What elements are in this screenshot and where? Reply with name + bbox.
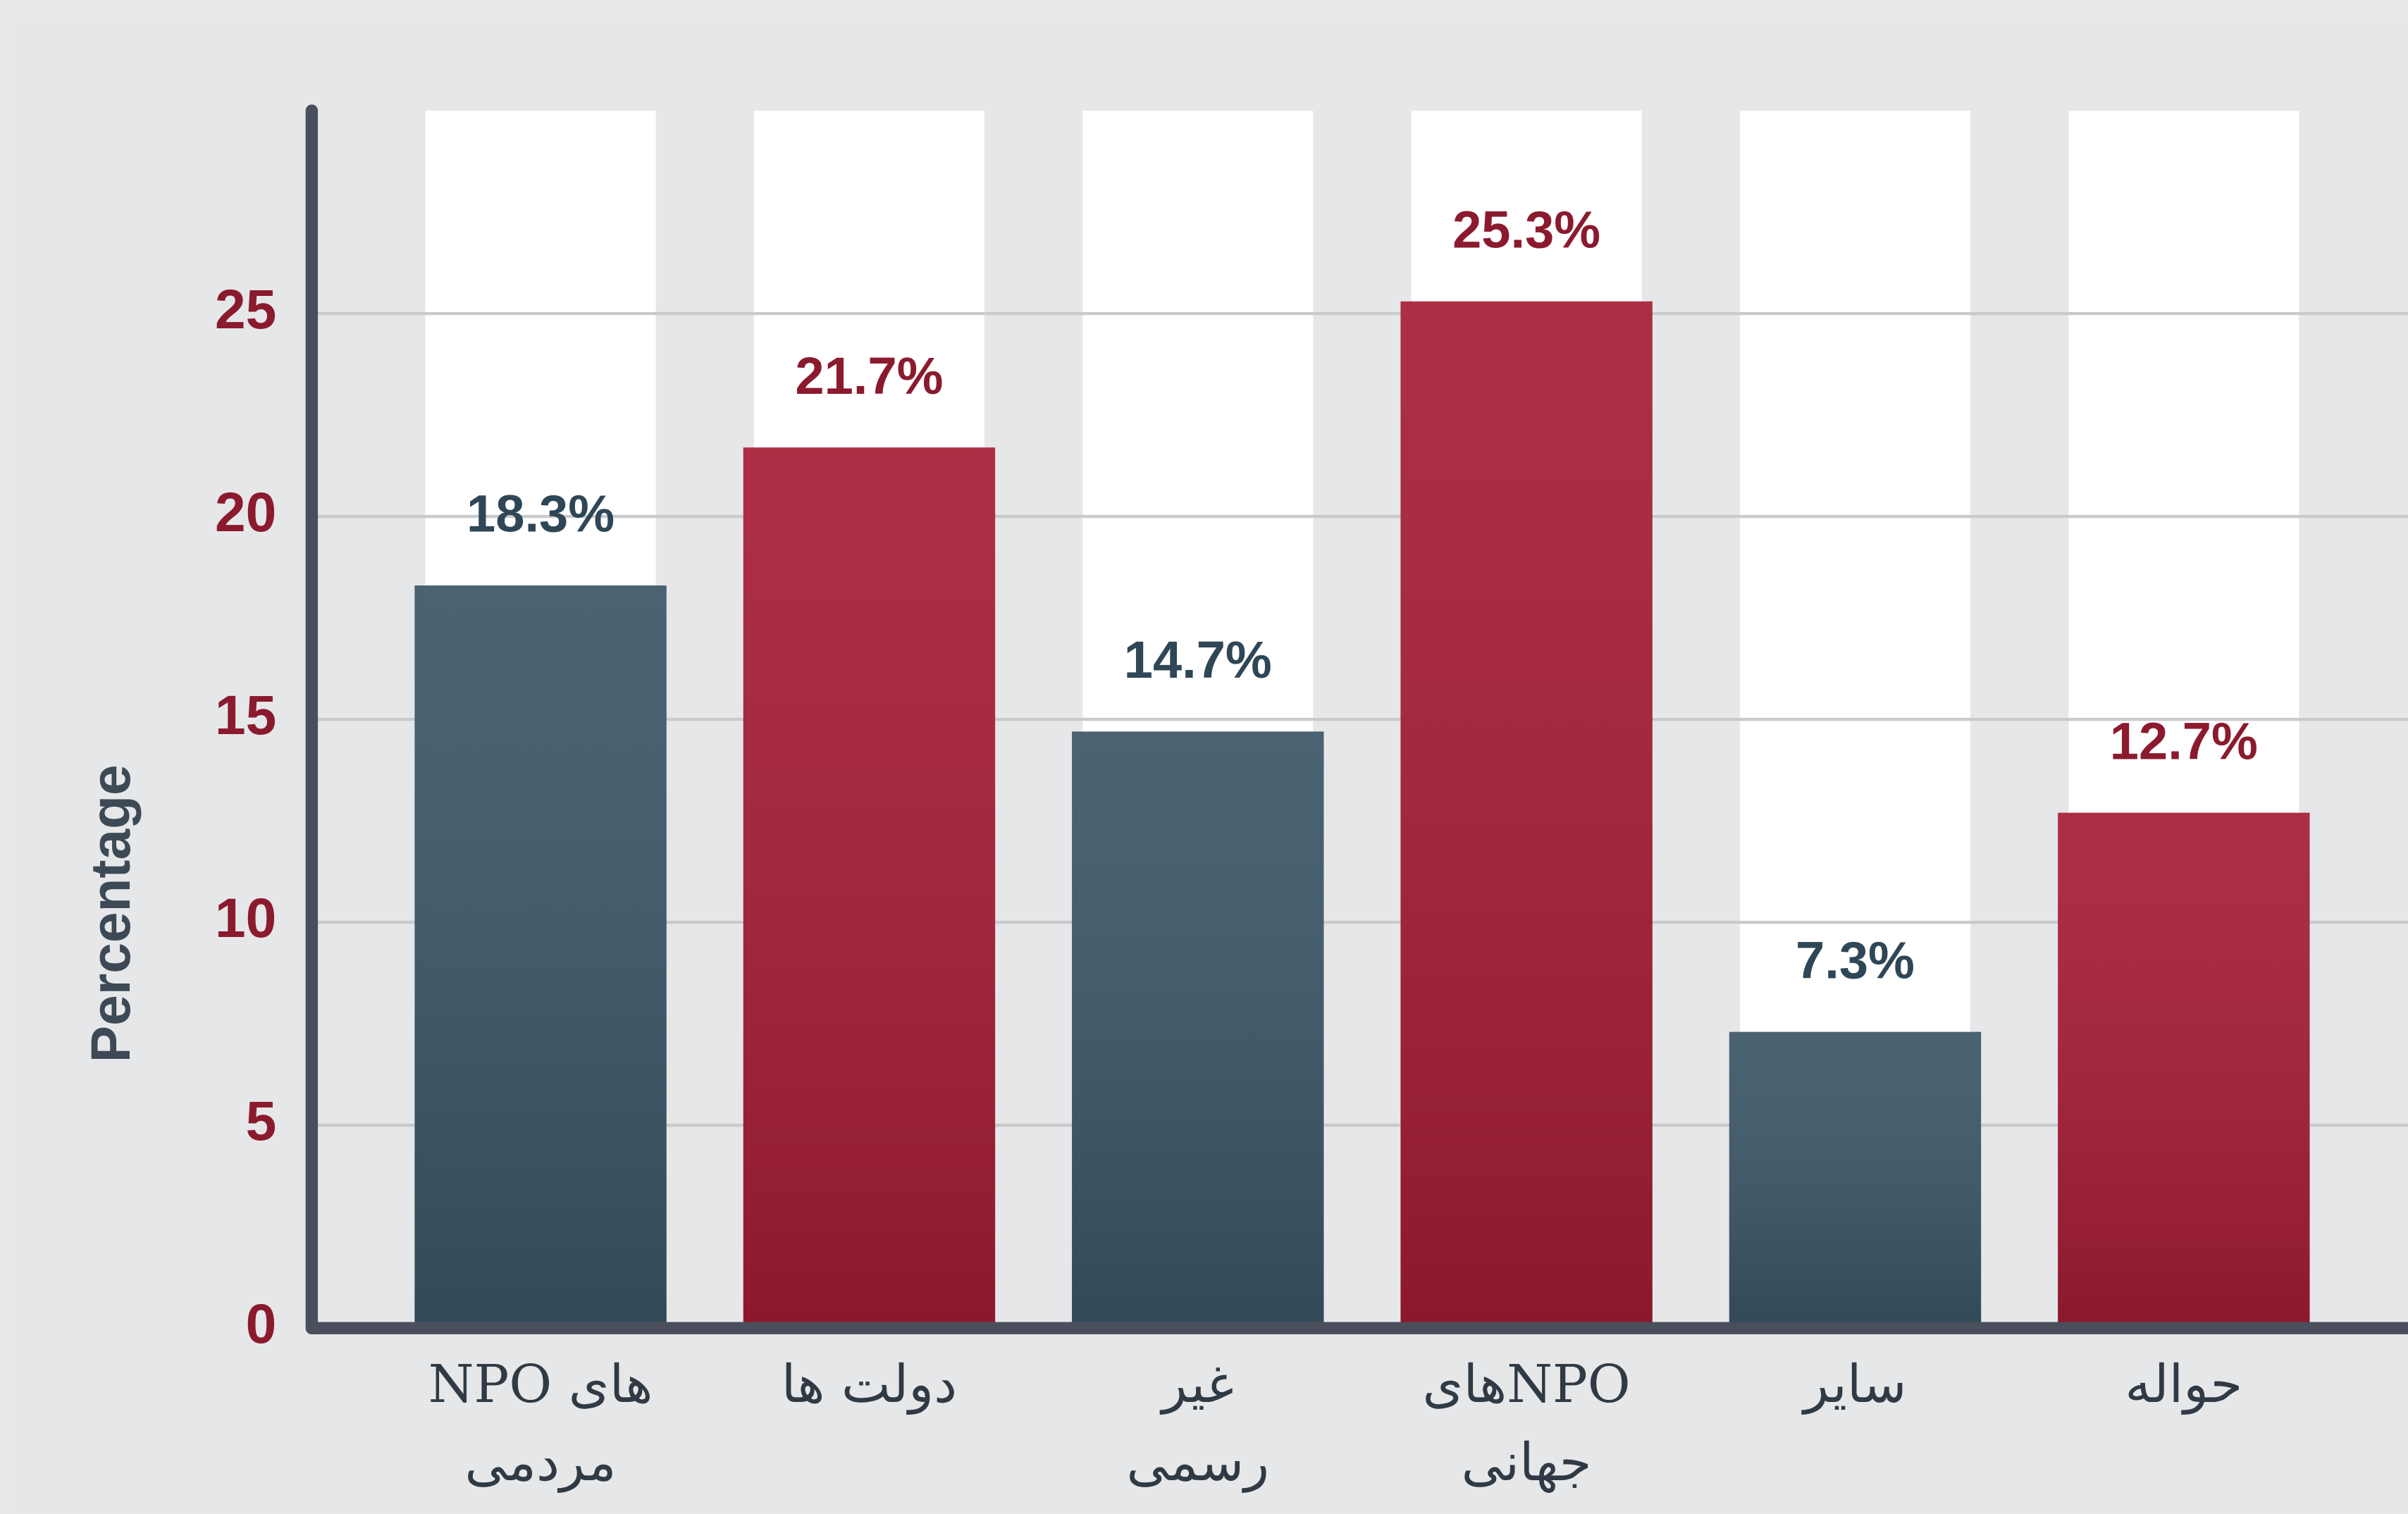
x-tick-label-box: حواله: [2125, 1354, 2243, 1416]
y-tick-label: 20: [215, 481, 276, 543]
x-tick-label: دولت ها: [781, 1354, 958, 1416]
x-tick-label: حواله: [2125, 1354, 2243, 1416]
x-tick-label-box: های NPO مردمی: [428, 1354, 653, 1494]
bar-shade: [1072, 731, 1324, 1329]
bar-shade: [1400, 301, 1653, 1329]
value-label: 18.3%: [467, 485, 615, 543]
x-tick-label-box: سایر: [1803, 1354, 1907, 1416]
bar-shade: [2058, 812, 2310, 1329]
x-tick-label: های NPO مردمی: [428, 1354, 653, 1494]
bar-shade: [1729, 1031, 1982, 1329]
value-label: 21.7%: [795, 347, 943, 405]
bar-shade: [414, 585, 667, 1329]
y-tick-label: 5: [246, 1090, 277, 1152]
y-axis-label: Percentage: [80, 764, 142, 1062]
x-tick-label: غیر رسمی: [1126, 1354, 1270, 1494]
y-tick-label: 25: [215, 278, 276, 340]
x-tick-label-box: NPOهای جهانی: [1422, 1354, 1631, 1494]
x-tick-label: سایر: [1803, 1354, 1907, 1416]
y-tick-label: 15: [215, 684, 276, 746]
y-tick-label: 10: [215, 887, 276, 949]
x-tick-label-box: دولت ها: [781, 1354, 958, 1416]
value-label: 25.3%: [1452, 200, 1600, 259]
value-label: 14.7%: [1124, 631, 1272, 689]
value-label: 12.7%: [2110, 712, 2258, 770]
x-tick-label-box: غیر رسمی: [1126, 1354, 1270, 1494]
y-tick-label: 0: [246, 1293, 277, 1355]
x-tick-label: NPOهای جهانی: [1422, 1354, 1631, 1494]
bar-shade: [743, 447, 996, 1329]
value-label: 7.3%: [1796, 931, 1915, 989]
